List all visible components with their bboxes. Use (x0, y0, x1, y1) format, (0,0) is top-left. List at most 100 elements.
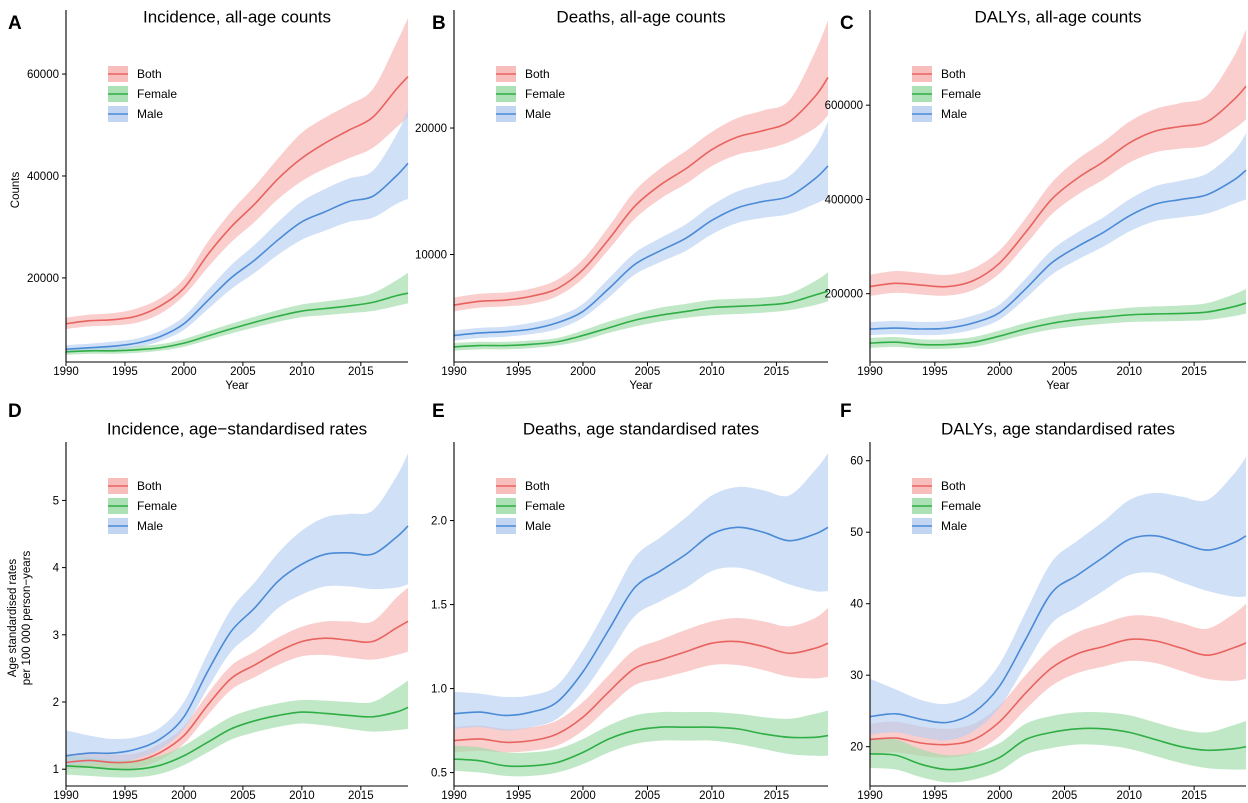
line-female (453, 290, 829, 348)
line-female (65, 706, 409, 771)
panel-letter: C (840, 13, 854, 34)
panel-letter: D (8, 401, 22, 422)
x-tick-label: 2010 (289, 366, 315, 378)
panel-f: F DALYs, age standardised rates 1990 1995 20… (840, 401, 1247, 802)
x-tick-label: 2000 (987, 790, 1013, 802)
legend-label-male: Male (525, 519, 551, 533)
chart-title: Deaths, all-age counts (556, 7, 725, 26)
line-female (869, 302, 1247, 346)
x-tick-label: 1995 (506, 366, 532, 378)
x-tick-label: 2010 (1117, 790, 1143, 802)
line-both (869, 85, 1247, 288)
x-tick-label: 1990 (857, 790, 883, 802)
x-tick-label: 1990 (53, 790, 79, 802)
legend: Both Female Male (912, 478, 981, 534)
band-female (454, 710, 828, 777)
legend-label-female: Female (137, 87, 177, 101)
legend-label-female: Female (941, 87, 981, 101)
band-male (870, 457, 1246, 741)
line-female (65, 292, 409, 353)
panel-a: A Incidence, all-age counts 1990 1995 2000 20… (8, 7, 409, 392)
plot-area (869, 457, 1247, 783)
x-tick-label: 2010 (289, 790, 315, 802)
legend-label-male: Male (137, 519, 163, 533)
x-tick-label: 2015 (348, 366, 374, 378)
x-tick-label: 2000 (570, 366, 596, 378)
panel-c: C DALYs, all-age counts 1990 1995 2000 2005 20… (825, 7, 1247, 392)
line-male (453, 165, 829, 337)
x-tick-label: 2000 (171, 790, 197, 802)
chart-title: Incidence, all-age counts (143, 7, 331, 26)
line-male (65, 162, 409, 351)
line-male (869, 534, 1247, 724)
x-tick-label: 2015 (1181, 790, 1207, 802)
band-male (870, 133, 1246, 336)
y-tick-label: 1 (53, 764, 59, 776)
panel-letter: B (432, 13, 446, 34)
band-female (66, 272, 408, 355)
legend-label-male: Male (137, 107, 163, 121)
legend: Both Female Male (912, 66, 981, 122)
x-tick-label: 1990 (441, 366, 467, 378)
y-tick-label: 1.0 (431, 684, 447, 696)
y-tick-label: 50 (850, 527, 863, 539)
line-female (869, 727, 1247, 771)
x-tick-label: 2000 (171, 366, 197, 378)
line-both (453, 640, 829, 744)
panel-d: D Incidence, age−standardised rates 1990 19… (7, 401, 409, 802)
y-tick-label: 0.5 (431, 768, 447, 780)
x-tick-label: 2000 (987, 366, 1013, 378)
x-tick-label: 1995 (112, 790, 138, 802)
chart-title: Deaths, age standardised rates (523, 419, 759, 438)
y-tick-label: 20000 (415, 123, 447, 135)
y-tick-label: 60000 (27, 69, 59, 81)
line-both (65, 76, 409, 325)
y-axis-label: Counts (10, 172, 22, 209)
plot-area (453, 20, 829, 351)
legend: Both Female Male (496, 66, 565, 122)
x-tick-label: 2000 (570, 790, 596, 802)
legend-label-both: Both (137, 67, 162, 81)
legend-label-female: Female (941, 499, 981, 513)
chart-title: DALYs, all-age counts (975, 7, 1142, 26)
legend-label-male: Male (941, 519, 967, 533)
x-tick-label: 2005 (1052, 790, 1078, 802)
x-tick-label: 2015 (764, 366, 790, 378)
x-tick-label: 2015 (348, 790, 374, 802)
x-tick-label: 1995 (922, 790, 948, 802)
y-tick-label: 400000 (825, 194, 863, 206)
x-tick-label: 2005 (230, 790, 256, 802)
y-tick-label: 40000 (27, 171, 59, 183)
y-tick-label: 2.0 (431, 516, 447, 528)
legend-label-both: Both (525, 479, 550, 493)
legend-label-male: Male (941, 107, 967, 121)
x-tick-label: 1995 (922, 366, 948, 378)
x-tick-label: 2005 (230, 366, 256, 378)
y-tick-label: 60 (850, 456, 863, 468)
band-male (66, 453, 408, 766)
x-tick-label: 1990 (857, 366, 883, 378)
y-tick-label: 3 (53, 630, 59, 642)
x-tick-label: 1995 (112, 366, 138, 378)
x-axis-label: Year (629, 380, 652, 392)
y-tick-label: 10000 (415, 250, 447, 262)
x-tick-label: 2005 (635, 790, 661, 802)
x-tick-label: 2015 (1181, 366, 1207, 378)
x-tick-label: 2015 (764, 790, 790, 802)
legend-label-male: Male (525, 107, 551, 121)
legend: Both Female Male (108, 66, 177, 122)
band-both (870, 603, 1246, 758)
y-tick-label: 40 (850, 599, 863, 611)
line-both (65, 620, 409, 764)
y-tick-label: 600000 (825, 100, 863, 112)
legend-label-female: Female (137, 499, 177, 513)
line-female (453, 726, 829, 768)
panel-b: B Deaths, all-age counts 1990 1995 2000 2005 2… (415, 7, 829, 392)
x-tick-label: 2010 (699, 366, 725, 378)
band-female (870, 288, 1246, 350)
band-female (454, 272, 828, 351)
legend-label-both: Both (525, 67, 550, 81)
y-tick-label: 20000 (27, 273, 59, 285)
chart-title: Incidence, age−standardised rates (107, 419, 367, 438)
legend-label-female: Female (525, 499, 565, 513)
